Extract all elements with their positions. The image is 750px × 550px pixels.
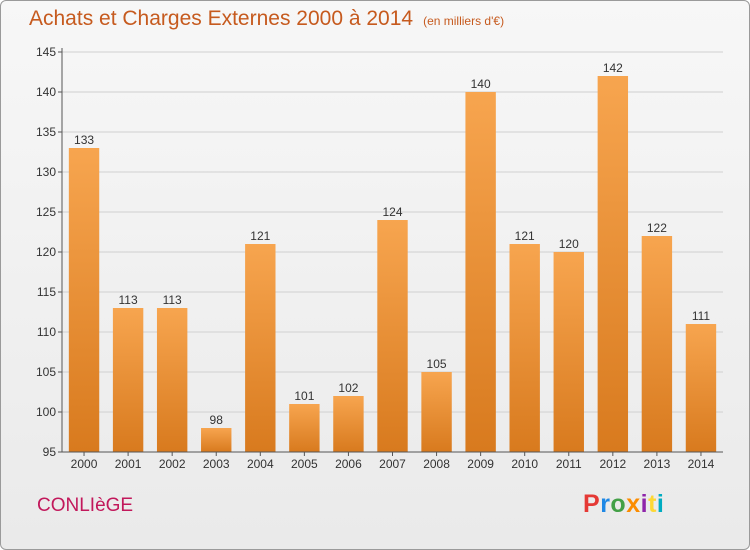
bar-value-label: 105	[427, 357, 447, 371]
chart-title: Achats et Charges Externes 2000 à 2014 (e…	[29, 7, 504, 31]
bar-2000	[68, 148, 100, 452]
x-tick-label: 2005	[291, 457, 318, 471]
commune-name: CONLIèGE	[37, 495, 134, 516]
logo-letter: r	[600, 490, 611, 518]
bar-value-label: 120	[559, 237, 579, 251]
x-tick-label: 2009	[467, 457, 494, 471]
bar-2011	[553, 252, 584, 452]
logo-letter: t	[648, 490, 657, 518]
bar-2014	[685, 324, 717, 452]
y-tick-label: 105	[36, 365, 56, 379]
y-tick-label: 125	[36, 205, 56, 219]
bar-value-label: 113	[163, 293, 182, 307]
bar-value-label: 121	[250, 229, 270, 243]
bar-value-label: 121	[515, 229, 535, 243]
bar-2012	[597, 76, 629, 452]
x-tick-label: 2003	[203, 457, 230, 471]
x-tick-label: 2006	[335, 457, 362, 471]
x-tick-label: 2012	[599, 457, 626, 471]
logo-letter: x	[626, 490, 641, 518]
bar-value-label: 101	[294, 389, 314, 403]
y-tick-label: 110	[37, 325, 56, 339]
bar-2004	[245, 244, 276, 452]
logo-letter: i	[656, 490, 665, 518]
x-tick-label: 2013	[644, 457, 671, 471]
logo-letter: i	[640, 490, 649, 518]
logo-letter: P	[583, 490, 601, 518]
x-tick-label: 2002	[159, 457, 186, 471]
bar-value-label: 111	[692, 309, 711, 323]
x-tick-label: 2001	[115, 457, 142, 471]
bar-value-label: 113	[119, 293, 138, 307]
y-tick-label: 135	[36, 125, 56, 139]
bar-2006	[333, 396, 364, 452]
bar-2005	[289, 404, 320, 452]
title-text: Achats et Charges Externes 2000 à 2014	[29, 7, 414, 30]
bar-value-label: 142	[603, 61, 623, 75]
y-tick-label: 130	[36, 165, 56, 179]
bar-2007	[377, 220, 408, 452]
unit-label: (en milliers d'€)	[423, 14, 505, 28]
bar-2001	[112, 308, 144, 452]
bar-2002	[156, 308, 188, 452]
bar-value-label: 140	[471, 77, 491, 91]
bar-value-label: 124	[382, 205, 402, 219]
y-tick-label: 120	[36, 245, 56, 259]
bar-2003	[201, 428, 232, 452]
bar-2008	[421, 372, 452, 452]
bar-2010	[509, 244, 540, 452]
proxiti-logo: Proxiti	[583, 490, 664, 519]
y-tick-label: 115	[37, 285, 56, 299]
x-tick-label: 2014	[688, 457, 715, 471]
y-tick-label: 140	[36, 85, 56, 99]
x-tick-label: 2010	[511, 457, 538, 471]
bar-2009	[465, 92, 496, 452]
bar-value-label: 98	[210, 413, 224, 427]
y-tick-label: 145	[36, 45, 56, 59]
x-tick-label: 2008	[423, 457, 450, 471]
bar-value-label: 102	[338, 381, 358, 395]
logo-letter: o	[610, 490, 627, 518]
x-tick-label: 2011	[556, 457, 582, 471]
y-tick-label: 100	[36, 405, 56, 419]
x-tick-label: 2004	[247, 457, 274, 471]
y-tick-label: 95	[43, 445, 57, 459]
bar-2013	[641, 236, 673, 452]
bar-value-label: 133	[74, 133, 94, 147]
x-tick-label: 2007	[379, 457, 406, 471]
bar-value-label: 122	[647, 221, 667, 235]
x-tick-label: 2000	[71, 457, 98, 471]
